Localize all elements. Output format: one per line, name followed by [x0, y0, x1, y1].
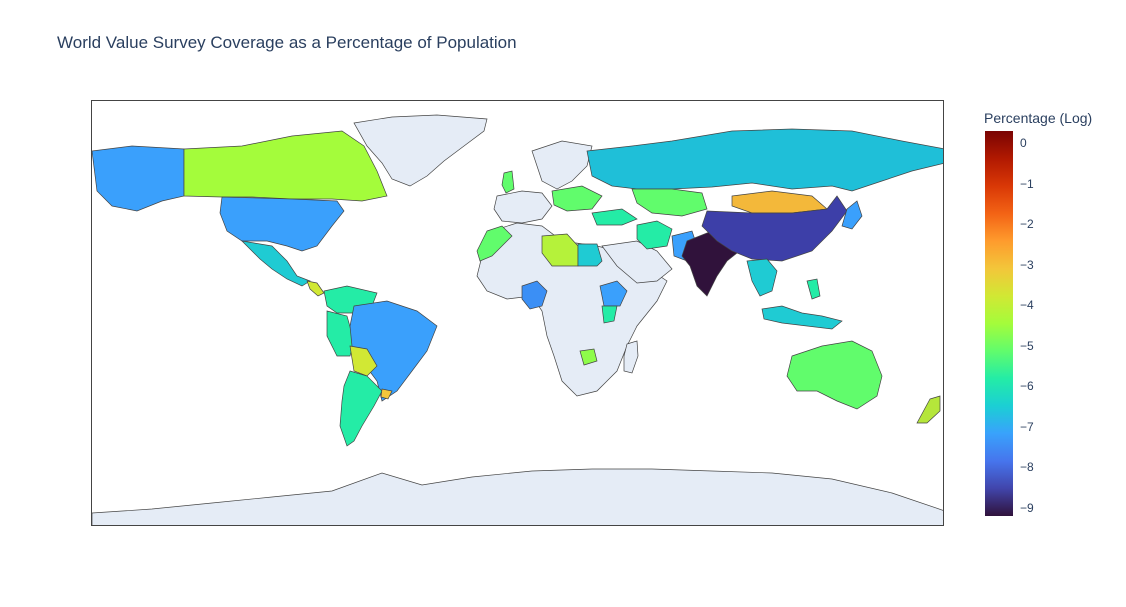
country-madagascar[interactable]	[623, 340, 639, 374]
country-ethiopia[interactable]	[599, 280, 628, 307]
country-philippines[interactable]	[806, 278, 821, 300]
colorbar-tick-label: −8	[1020, 460, 1034, 475]
country-mongolia[interactable]	[731, 190, 828, 214]
region-europe-west[interactable]	[493, 190, 553, 224]
colorbar-tick-label: −5	[1020, 338, 1034, 353]
country-greenland[interactable]	[353, 114, 488, 187]
colorbar-tick-label: −3	[1020, 257, 1034, 272]
country-nigeria[interactable]	[521, 280, 548, 310]
country-kazakhstan[interactable]	[631, 188, 708, 217]
data-countries	[92, 128, 944, 447]
country-zimbabwe[interactable]	[579, 348, 598, 366]
region-southeast-asia[interactable]	[746, 258, 778, 297]
country-morocco[interactable]	[476, 225, 513, 262]
country-alaska[interactable]	[92, 145, 185, 212]
country-peru[interactable]	[326, 310, 355, 357]
country-egypt[interactable]	[577, 243, 603, 267]
chart-title: World Value Survey Coverage as a Percent…	[57, 33, 517, 52]
no-data-land	[92, 114, 944, 526]
colorbar-tick-label: 0	[1020, 136, 1027, 151]
country-canada[interactable]	[183, 130, 388, 202]
colorbar-tick-label: −2	[1020, 217, 1034, 232]
country-argentina[interactable]	[339, 370, 383, 447]
colorbar-tick-label: −4	[1020, 298, 1034, 313]
colorbar	[985, 131, 1013, 516]
country-australia[interactable]	[786, 340, 883, 410]
region-central-europe[interactable]	[551, 185, 603, 212]
country-indonesia[interactable]	[761, 305, 843, 330]
colorbar-tick-label: −7	[1020, 419, 1034, 434]
country-bolivia[interactable]	[349, 345, 378, 377]
colorbar-title: Percentage (Log)	[984, 110, 1093, 126]
continent-antarctica[interactable]	[92, 468, 944, 526]
map-frame[interactable]	[91, 100, 944, 526]
country-uruguay[interactable]	[380, 388, 393, 400]
country-turkey[interactable]	[591, 208, 638, 226]
country-china[interactable]	[701, 195, 848, 262]
colorbar-tick-label: −1	[1020, 176, 1034, 191]
region-scandinavia[interactable]	[531, 140, 593, 190]
country-uk[interactable]	[501, 170, 515, 194]
country-new-zealand[interactable]	[916, 395, 941, 424]
country-kenya[interactable]	[601, 305, 618, 324]
country-japan[interactable]	[841, 200, 863, 230]
country-mexico[interactable]	[240, 240, 311, 287]
region-central-america[interactable]	[306, 280, 325, 297]
world-map[interactable]	[92, 101, 944, 526]
country-iran[interactable]	[636, 220, 673, 250]
colorbar-tick-label: −6	[1020, 379, 1034, 394]
colorbar-tick-label: −9	[1020, 500, 1034, 515]
country-usa[interactable]	[219, 196, 345, 252]
country-russia[interactable]	[586, 128, 944, 192]
